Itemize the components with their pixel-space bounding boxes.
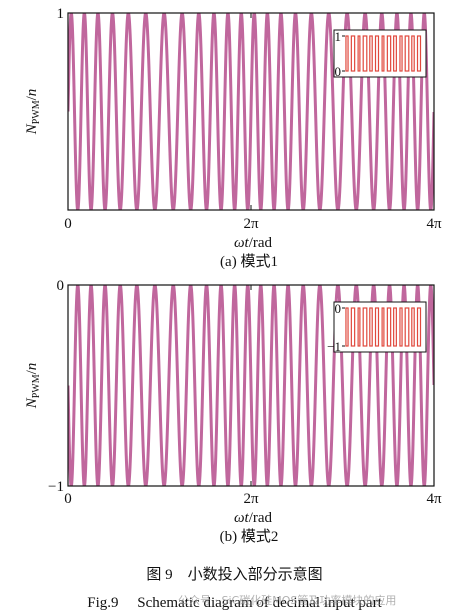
inset-y-tick-label-2: −1: [327, 339, 341, 354]
inset-pulse-9: [393, 35, 397, 72]
inset-pulse-10: [399, 307, 403, 347]
figure-caption-en: Fig.9 Schematic diagram of decimal input…: [87, 595, 382, 611]
y-tick-label-2: −1: [48, 479, 64, 495]
x-axis-label-symbol: ωt: [234, 235, 250, 251]
y-axis-label: NPWM/n: [24, 363, 42, 410]
inset-chart: 10: [333, 29, 427, 79]
y-tick-label-2: 1: [57, 6, 65, 22]
x-tick-label-2: 2π: [243, 491, 259, 507]
y-axis-label-slash: /: [24, 95, 40, 100]
inset-pulse-8: [386, 35, 392, 72]
x-axis-label-unit: /rad: [249, 510, 273, 526]
inset-pulse-3: [357, 307, 361, 347]
inset-pulse-2: [350, 307, 356, 347]
inset-pulse-3: [357, 35, 361, 72]
x-tick-label-1: 0: [64, 491, 72, 507]
inset-chart: 0 −1: [327, 301, 427, 354]
inset-pulse-11: [404, 307, 410, 347]
y-axis-label-subscript: PWM: [31, 374, 42, 398]
inset-pulse-5: [369, 307, 373, 347]
x-axis-label: ωt/rad: [234, 235, 273, 251]
inset-pulse-12: [411, 307, 415, 347]
x-axis-label-unit: /rad: [249, 235, 273, 251]
inset-pulse-5: [369, 35, 373, 72]
inset-pulse-1: [345, 307, 349, 347]
y-axis-label-denominator: n: [24, 363, 40, 371]
inset-pulse-7: [381, 35, 385, 72]
x-tick-label-3: 4π: [426, 491, 442, 507]
inset-pulse-8: [386, 307, 392, 347]
inset-pulse-6: [374, 307, 380, 347]
y-tick-label-1: 0: [57, 278, 65, 294]
y-axis-label-subscript: PWM: [31, 100, 42, 124]
inset-pulse-9: [393, 307, 397, 347]
inset-pulse-6: [374, 35, 380, 72]
y-axis-label-symbol: N: [24, 123, 40, 135]
inset-frame: [333, 301, 427, 353]
inset-y-tick-label-2: 0: [335, 64, 342, 79]
inset-pulse-11: [404, 35, 410, 72]
x-tick-label-3: 4π: [426, 216, 442, 232]
inset-pulse-13: [416, 35, 422, 72]
y-axis-label-denominator: n: [24, 89, 40, 97]
y-axis-label-symbol: N: [24, 397, 40, 409]
inset-frame: [333, 29, 427, 78]
inset-pulse-4: [362, 307, 368, 347]
inset-pulse-4: [362, 35, 368, 72]
figure-caption-zh: 图 9 小数投入部分示意图: [146, 567, 323, 583]
inset-pulse-1: [345, 35, 349, 72]
x-tick-label-1: 0: [64, 216, 72, 232]
inset-pulse-10: [399, 35, 403, 72]
panel-caption: (b) 模式2: [220, 528, 279, 545]
inset-y-tick-label-1: 1: [335, 29, 342, 44]
panel-caption: (a) 模式1: [220, 253, 278, 270]
inset-y-tick-label-1: 0: [335, 301, 342, 316]
inset-pulse-7: [381, 307, 385, 347]
x-axis-label: ωt/rad: [234, 510, 273, 526]
inset-pulse-12: [411, 35, 415, 72]
x-tick-label-2: 2π: [243, 216, 259, 232]
x-axis-label-symbol: ωt: [234, 510, 250, 526]
inset-pulse-2: [350, 35, 356, 72]
inset-pulse-13: [416, 307, 422, 347]
y-axis-label-slash: /: [24, 369, 40, 374]
series-line-1: [68, 285, 434, 486]
series-line-1: [68, 13, 434, 210]
y-axis-label: NPWM/n: [24, 89, 42, 136]
watermark-text: 公众号 · SiC碳化硅MOS管及功率模块的应用: [178, 594, 397, 607]
